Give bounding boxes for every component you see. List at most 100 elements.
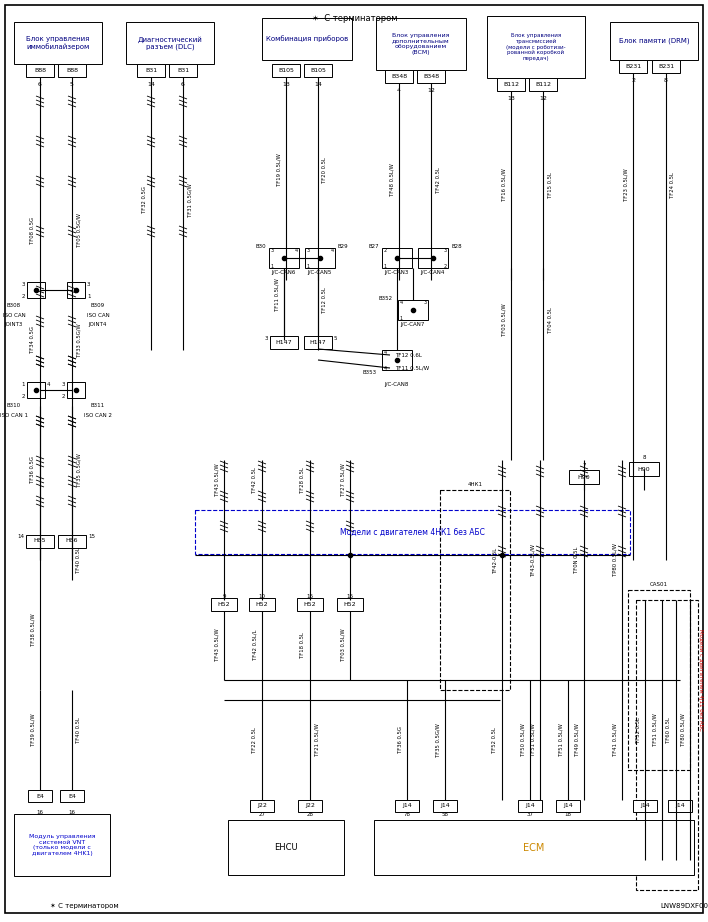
Text: B231: B231	[625, 64, 641, 68]
Text: ✶  С терминатором: ✶ С терминатором	[312, 14, 398, 23]
Text: 3: 3	[87, 281, 91, 287]
Text: TF60 0.5L: TF60 0.5L	[666, 717, 671, 743]
Text: Диагностический
разъем (DLC): Диагностический разъем (DLC)	[137, 36, 202, 50]
Text: 2: 2	[62, 394, 65, 398]
Text: TF04 0.5L: TF04 0.5L	[547, 307, 552, 333]
Text: 4: 4	[399, 300, 403, 304]
Text: B353: B353	[363, 370, 377, 374]
Text: J14: J14	[640, 803, 650, 809]
Text: J/C-CAN5: J/C-CAN5	[308, 269, 332, 275]
Text: J14: J14	[675, 803, 685, 809]
Text: J/C-CAN7: J/C-CAN7	[401, 322, 426, 326]
Text: LNW89DXF003501: LNW89DXF003501	[660, 903, 708, 909]
Bar	[305, 248, 335, 268]
Bar	[337, 598, 363, 611]
Text: ISO CAN 2: ISO CAN 2	[84, 412, 112, 418]
Text: 13: 13	[507, 96, 515, 100]
Text: 4НК1: 4НК1	[467, 481, 482, 487]
Text: E4: E4	[36, 794, 44, 798]
Bar	[382, 248, 412, 268]
Bar	[569, 470, 599, 484]
Text: 28: 28	[307, 812, 314, 818]
Text: 16: 16	[307, 594, 314, 598]
Text: TF19 0.5L/W: TF19 0.5L/W	[277, 154, 282, 186]
Text: TF42 0.5L: TF42 0.5L	[435, 167, 440, 193]
Text: J22: J22	[305, 803, 315, 809]
Text: TF41 0.5L/W: TF41 0.5L/W	[612, 724, 617, 756]
Text: CAS01: CAS01	[650, 583, 668, 587]
Text: TF21 0.5L/W: TF21 0.5L/W	[314, 724, 319, 756]
Text: TF12 0.6L: TF12 0.6L	[395, 352, 422, 358]
Text: B352: B352	[379, 295, 393, 301]
Text: 14: 14	[147, 81, 155, 87]
Text: B31: B31	[145, 67, 157, 73]
Text: TF35 0.5G/W: TF35 0.5G/W	[435, 723, 440, 757]
Bar	[28, 790, 52, 802]
Text: H86: H86	[66, 538, 79, 543]
Text: TF40 0.5L: TF40 0.5L	[76, 717, 81, 743]
Text: TF39 0.5L/W: TF39 0.5L/W	[30, 714, 35, 747]
Text: TP80 0.5L/W: TP80 0.5L/W	[612, 543, 617, 576]
Text: H147: H147	[275, 339, 292, 345]
Text: TF52 0.5L: TF52 0.5L	[493, 727, 498, 753]
Text: TF18 0.5L: TF18 0.5L	[300, 632, 305, 658]
Text: ECM: ECM	[523, 843, 544, 853]
Text: 8: 8	[664, 77, 668, 82]
Text: TF52 0.5L: TF52 0.5L	[636, 717, 641, 743]
Bar	[126, 22, 214, 64]
Text: J14: J14	[440, 803, 450, 809]
Text: EHCU: EHCU	[274, 844, 298, 853]
Text: 4: 4	[384, 365, 387, 371]
Bar	[26, 64, 54, 77]
Text: TF38 0.5L/W: TF38 0.5L/W	[30, 614, 35, 646]
Text: B348: B348	[391, 74, 407, 78]
Text: Блок управления
иммобилайзером: Блок управления иммобилайзером	[26, 36, 90, 50]
Bar	[304, 336, 332, 349]
Text: 3: 3	[423, 300, 426, 304]
Text: 3: 3	[270, 247, 273, 253]
Text: 4: 4	[384, 349, 387, 354]
Text: TF11 0.5L/W: TF11 0.5L/W	[395, 365, 429, 371]
Bar	[262, 18, 352, 60]
Bar	[395, 800, 419, 812]
Text: B311: B311	[91, 403, 105, 408]
Text: 4: 4	[331, 247, 333, 253]
Text: TF42 0.5L/L: TF42 0.5L/L	[253, 630, 258, 660]
Text: TF27 0.5L/W: TF27 0.5L/W	[341, 464, 346, 496]
Text: Модуль управления
системой VNT
(только модели с
двигателем 4HK1): Модуль управления системой VNT (только м…	[29, 833, 96, 857]
Text: TF36 0.5G: TF36 0.5G	[397, 727, 403, 753]
Bar	[27, 382, 45, 398]
Bar	[58, 64, 86, 77]
Text: B30: B30	[256, 243, 266, 249]
Text: TF0N 0.5L: TF0N 0.5L	[574, 547, 580, 573]
Text: TF35 0.5G/W: TF35 0.5G/W	[76, 453, 81, 487]
Text: B27: B27	[368, 243, 379, 249]
Bar	[14, 814, 110, 876]
Bar	[487, 16, 585, 78]
Text: B308: B308	[7, 302, 21, 308]
Text: B231: B231	[658, 64, 674, 68]
Text: TF05 0.5G/W: TF05 0.5G/W	[76, 213, 81, 247]
Text: H90: H90	[578, 475, 590, 479]
Text: 1: 1	[21, 382, 25, 386]
Text: TF28 0.5L: TF28 0.5L	[300, 467, 305, 493]
Bar	[382, 350, 412, 370]
Text: TF51 0.5L/W: TF51 0.5L/W	[530, 724, 535, 756]
Text: 3: 3	[443, 247, 447, 253]
Bar	[195, 510, 630, 554]
Bar	[137, 64, 165, 77]
Bar	[169, 64, 197, 77]
Bar	[374, 820, 694, 875]
Text: TF48 0.5L/W: TF48 0.5L/W	[389, 163, 394, 196]
Text: 4: 4	[47, 382, 50, 386]
Text: TF23 0.5L/W: TF23 0.5L/W	[624, 169, 629, 201]
Text: TF32 0.5G: TF32 0.5G	[142, 186, 147, 213]
Text: TF50 0.5L/W: TF50 0.5L/W	[520, 724, 525, 756]
Text: TF36 0.5G: TF36 0.5G	[30, 456, 35, 483]
Bar	[417, 70, 445, 83]
Text: TF22 0.5L: TF22 0.5L	[253, 727, 258, 753]
Text: 1: 1	[270, 264, 273, 268]
Text: 14: 14	[17, 535, 24, 539]
Text: 15: 15	[88, 535, 95, 539]
Text: 16: 16	[69, 810, 76, 814]
